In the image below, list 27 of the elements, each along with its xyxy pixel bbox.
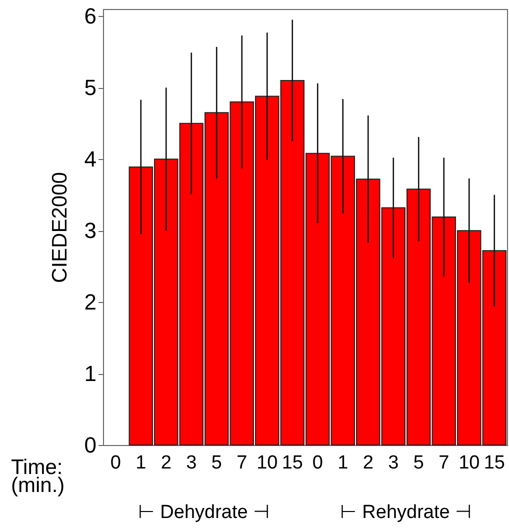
x-tick-label: 5 — [413, 452, 424, 474]
y-tick-label: 3 — [84, 218, 96, 244]
y-tick-label: 2 — [84, 290, 96, 315]
x-tick-label: 0 — [110, 452, 121, 474]
y-tick-label: 0 — [84, 432, 96, 458]
x-tick-label: 7 — [438, 452, 450, 474]
y-tick-label: 1 — [84, 361, 96, 386]
y-tick-label: 6 — [84, 4, 96, 29]
x-tick-label: 1 — [136, 452, 146, 474]
x-tick-label: 3 — [186, 452, 197, 474]
x-axis-title: Time: (min.) — [11, 456, 65, 497]
y-tick-label: 4 — [84, 146, 96, 172]
x-tick-label: 0 — [312, 452, 323, 474]
x-tick-label: 3 — [388, 452, 399, 474]
x-tick-label: 10 — [458, 452, 480, 474]
y-tick-label: 5 — [84, 75, 96, 100]
y-axis-title: CIEDE2000 — [48, 172, 72, 283]
x-tick-label: 1 — [338, 452, 348, 474]
x-tick-label: 15 — [484, 452, 505, 474]
text: ⊢ Dehydrate ⊣ — [138, 502, 270, 523]
x-tick-label: 2 — [362, 452, 374, 474]
x-tick-label: 15 — [282, 452, 303, 474]
x-tick-label: 10 — [256, 452, 278, 474]
text: ⊢ Rehydrate ⊣ — [340, 502, 472, 523]
x-tick-label: 2 — [160, 452, 172, 474]
x-tick-label: 5 — [211, 452, 222, 474]
x-tick-label: 7 — [236, 452, 248, 474]
